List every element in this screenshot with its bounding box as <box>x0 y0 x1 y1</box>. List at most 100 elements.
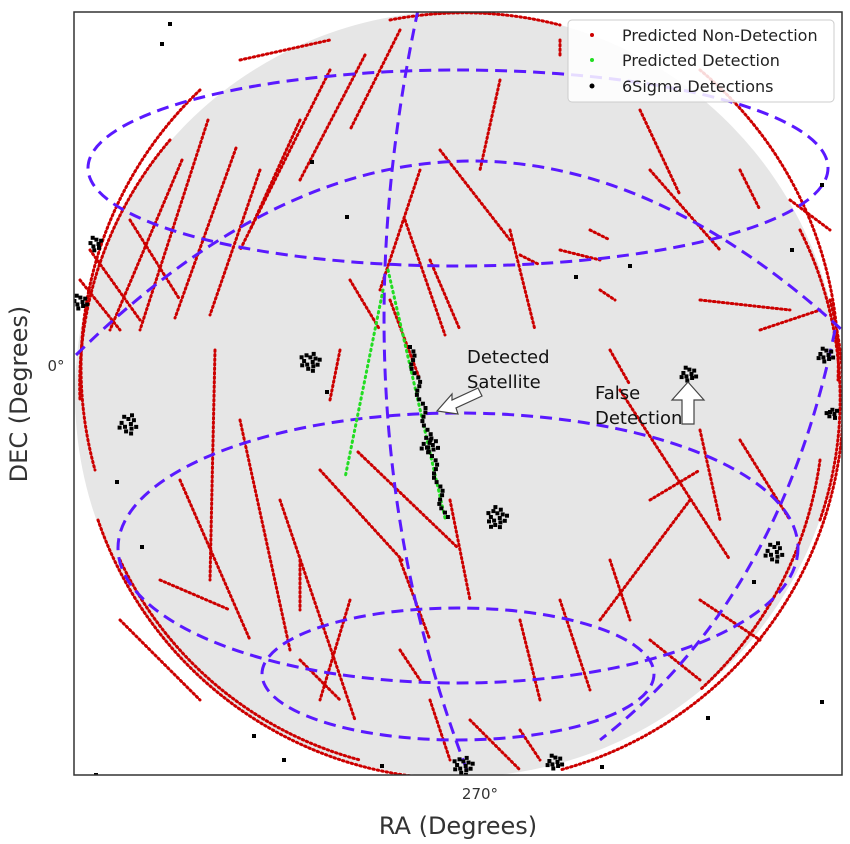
detection-point <box>500 512 505 517</box>
detection-point <box>775 554 780 559</box>
non-detection-track <box>318 468 404 562</box>
detection-point <box>430 454 434 458</box>
detection-point <box>425 427 430 432</box>
non-detection-track <box>348 28 402 132</box>
detection-point <box>80 300 85 304</box>
detection-point <box>463 772 468 775</box>
non-detection-track <box>438 148 512 242</box>
non-detection-track <box>468 718 522 772</box>
detection-point <box>99 238 104 243</box>
detection-point <box>282 758 286 762</box>
detection-point <box>311 364 316 369</box>
detection-point <box>600 765 604 769</box>
detection-point <box>545 763 550 768</box>
detection-point <box>824 348 829 353</box>
detection-point <box>78 295 83 300</box>
detection-point <box>414 392 419 397</box>
x-axis-label: RA (Degrees) <box>379 812 537 840</box>
detection-point <box>679 375 684 380</box>
detection-point <box>434 480 439 485</box>
detection-point <box>824 411 829 416</box>
detection-point <box>445 515 450 519</box>
non-detection-track <box>298 53 367 182</box>
detection-point <box>436 445 440 450</box>
sky-disk <box>75 12 841 775</box>
detection-point <box>380 764 384 768</box>
detection-point <box>305 362 310 367</box>
detection-point <box>684 374 689 379</box>
non-detection-track <box>178 478 252 642</box>
detection-point <box>129 431 134 436</box>
non-detection-track <box>508 228 537 332</box>
detection-point <box>821 355 826 360</box>
detection-point <box>453 767 458 772</box>
detection-point <box>443 510 447 515</box>
detection-point <box>306 366 311 371</box>
legend-label-detections: 6Sigma Detections <box>622 77 773 96</box>
detection-point <box>310 160 314 164</box>
non-detection-track <box>448 498 472 602</box>
detection-point <box>310 360 315 364</box>
detection-point <box>408 345 412 349</box>
detection-point <box>129 426 134 431</box>
detection-point <box>424 435 429 440</box>
detection-point <box>91 244 96 249</box>
detection-point <box>440 488 445 493</box>
detection-point <box>420 401 425 406</box>
detection-point <box>315 362 320 367</box>
detection-point <box>94 237 99 242</box>
detected-satellite-annotation: Detected Satellite <box>435 347 550 415</box>
detection-point <box>415 388 420 393</box>
non-detection-track <box>238 418 292 652</box>
non-detection-track <box>173 146 238 320</box>
detection-point <box>311 351 316 356</box>
detection-point <box>770 557 775 562</box>
detection-point <box>493 523 498 527</box>
false-detection-arrow <box>670 381 706 425</box>
detection-point <box>555 760 560 764</box>
detection-point <box>820 183 824 187</box>
detection-point <box>466 760 471 765</box>
detection-point <box>550 762 555 767</box>
detection-point <box>694 374 699 379</box>
detection-point <box>74 299 77 303</box>
detection-point <box>88 241 93 246</box>
detection-point <box>820 346 825 351</box>
detection-point <box>97 245 101 250</box>
detection-point <box>412 371 417 376</box>
detection-point <box>830 407 835 412</box>
detection-point <box>497 516 502 520</box>
detection-point <box>423 410 428 415</box>
detection-point <box>780 552 785 557</box>
detection-point <box>85 302 90 307</box>
detection-point <box>75 302 80 307</box>
non-detection-track <box>398 648 422 682</box>
detection-point <box>420 419 425 424</box>
legend: Predicted Non-Detection Predicted Detect… <box>567 19 835 103</box>
detection-point <box>832 412 837 416</box>
non-detection-track <box>428 258 462 332</box>
detection-point <box>831 355 836 360</box>
detection-point <box>431 447 436 452</box>
detection-point <box>76 306 81 311</box>
detection-point <box>81 304 86 308</box>
y-axis-label: DEC (Degrees) <box>5 306 33 483</box>
detection-point <box>829 349 834 354</box>
detection-point <box>820 700 824 704</box>
detection-point <box>790 248 794 252</box>
detection-point <box>411 358 416 363</box>
detection-point <box>421 414 426 419</box>
axes-frame <box>73 11 843 776</box>
non-detection-track <box>278 498 357 722</box>
detection-point <box>439 506 444 511</box>
detection-point <box>92 248 97 253</box>
detection-point <box>430 443 435 447</box>
detection-point <box>452 759 457 764</box>
non-detection-track <box>598 498 692 622</box>
non-detection-track <box>118 618 202 702</box>
detection-point <box>816 356 821 361</box>
non-detection-track <box>356 450 460 550</box>
non-detection-track <box>558 298 842 772</box>
non-detection-track <box>388 12 562 27</box>
